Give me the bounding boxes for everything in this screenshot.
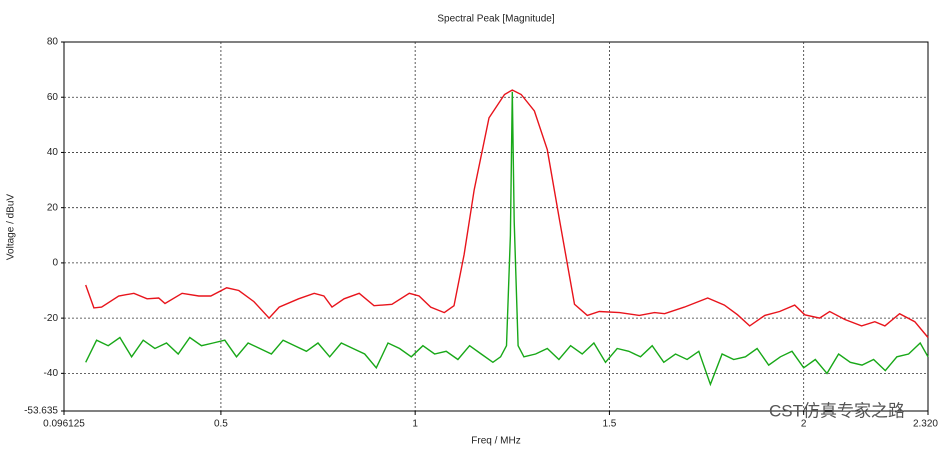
y-tick-label: 60 xyxy=(47,92,59,103)
x-tick-label: 2 xyxy=(801,419,807,430)
x-tick-label: 0.5 xyxy=(214,419,228,430)
y-tick-label: -53.635 xyxy=(24,406,58,417)
watermark: CST仿真专家之路 xyxy=(769,401,905,420)
x-tick-label: 2.320 xyxy=(913,419,938,430)
y-tick-label: -20 xyxy=(44,313,59,324)
x-tick-label: 0.096125 xyxy=(43,419,85,430)
plot-frame xyxy=(63,41,929,412)
y-tick-label: -40 xyxy=(44,368,59,379)
x-tick-label: 1.5 xyxy=(602,419,616,430)
x-tick-label: 1 xyxy=(412,419,418,430)
series-line xyxy=(85,89,929,338)
y-tick-label: 40 xyxy=(47,147,59,158)
series-line xyxy=(85,91,929,387)
x-axis-label: Freq / MHz xyxy=(471,436,520,447)
y-tick-label: 20 xyxy=(47,202,59,213)
y-axis-label: Voltage / dBuV xyxy=(6,194,17,260)
y-tick-label: 0 xyxy=(52,258,58,269)
chart-title: Spectral Peak [Magnitude] xyxy=(437,14,555,25)
y-tick-label: 80 xyxy=(47,37,59,48)
